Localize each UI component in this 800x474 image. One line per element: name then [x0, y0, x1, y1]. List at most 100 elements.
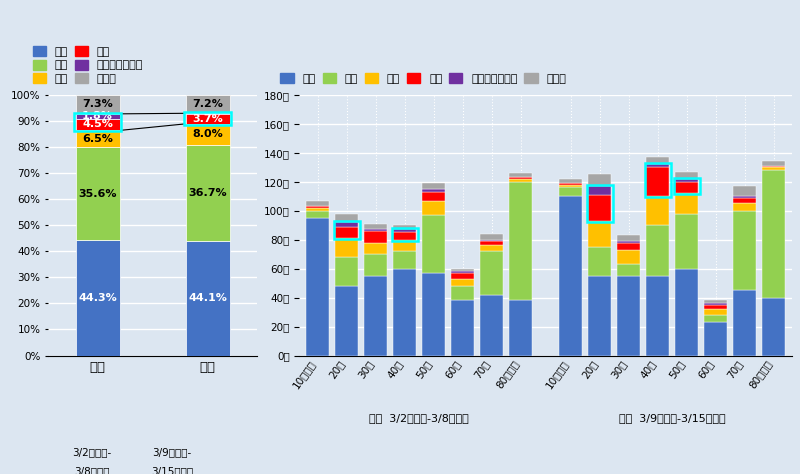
- Text: 前週  3/2（火）-3/8（月）: 前週 3/2（火）-3/8（月）: [370, 413, 469, 423]
- Bar: [734, 203, 756, 210]
- Text: 44.1%: 44.1%: [188, 293, 227, 303]
- Bar: [646, 167, 669, 196]
- Bar: [306, 208, 329, 210]
- Bar: [481, 251, 503, 295]
- Text: 3.7%: 3.7%: [192, 114, 223, 124]
- Text: 3/8（月）: 3/8（月）: [74, 466, 110, 474]
- Bar: [646, 164, 669, 167]
- Bar: [335, 238, 358, 257]
- Legend: 同居, 施設, 職場, 会食, 接待を伴う飲食, その他: 同居, 施設, 職場, 会食, 接待を伴う飲食, その他: [280, 73, 566, 84]
- Bar: [422, 273, 445, 356]
- Bar: [422, 192, 445, 201]
- Bar: [762, 162, 785, 166]
- Bar: [364, 254, 387, 276]
- Bar: [422, 183, 445, 189]
- Bar: [704, 303, 727, 305]
- Bar: [186, 114, 230, 124]
- Bar: [559, 196, 582, 356]
- Bar: [186, 145, 230, 240]
- Bar: [618, 250, 640, 264]
- Text: 35.6%: 35.6%: [78, 189, 117, 199]
- Bar: [510, 179, 532, 182]
- Bar: [335, 227, 358, 238]
- Bar: [588, 276, 611, 356]
- Text: 3/2（火）-: 3/2（火）-: [72, 447, 112, 457]
- Bar: [559, 184, 582, 188]
- Bar: [734, 290, 756, 356]
- Bar: [646, 225, 669, 276]
- Bar: [734, 210, 756, 290]
- Text: 44.3%: 44.3%: [78, 293, 117, 303]
- Bar: [675, 172, 698, 179]
- Bar: [618, 241, 640, 243]
- Text: 7.2%: 7.2%: [192, 99, 223, 109]
- Bar: [422, 189, 445, 192]
- Bar: [559, 179, 582, 183]
- Bar: [451, 301, 474, 356]
- Bar: [451, 279, 474, 286]
- Text: 今週  3/9（火）-3/15（月）: 今週 3/9（火）-3/15（月）: [619, 413, 726, 423]
- Bar: [306, 201, 329, 206]
- Bar: [75, 130, 120, 147]
- Bar: [510, 301, 532, 356]
- Bar: [75, 118, 120, 130]
- Bar: [75, 240, 120, 356]
- Bar: [186, 113, 230, 114]
- Bar: [364, 231, 387, 243]
- Bar: [762, 166, 785, 167]
- Bar: [481, 241, 503, 246]
- Bar: [704, 305, 727, 309]
- Bar: [364, 243, 387, 254]
- Bar: [618, 243, 640, 250]
- Text: 3/15（月）: 3/15（月）: [151, 466, 193, 474]
- Text: 7.3%: 7.3%: [82, 100, 113, 109]
- Bar: [588, 195, 611, 221]
- Bar: [75, 147, 120, 240]
- Bar: [451, 269, 474, 272]
- Bar: [451, 272, 474, 273]
- Bar: [510, 173, 532, 177]
- Bar: [675, 179, 698, 182]
- Text: 6.5%: 6.5%: [82, 134, 113, 144]
- Bar: [646, 157, 669, 164]
- Bar: [364, 229, 387, 231]
- Bar: [186, 240, 230, 356]
- Bar: [559, 188, 582, 196]
- Bar: [704, 309, 727, 315]
- Bar: [618, 235, 640, 241]
- Bar: [394, 225, 416, 229]
- Text: 36.7%: 36.7%: [189, 188, 227, 198]
- Text: 1.8%: 1.8%: [82, 111, 113, 121]
- Bar: [335, 286, 358, 356]
- Bar: [451, 273, 474, 279]
- Bar: [306, 206, 329, 208]
- Text: 4.5%: 4.5%: [82, 119, 113, 129]
- Bar: [510, 182, 532, 301]
- Bar: [704, 315, 727, 322]
- Bar: [618, 264, 640, 276]
- Bar: [675, 269, 698, 356]
- Bar: [364, 224, 387, 229]
- Bar: [510, 177, 532, 179]
- Bar: [559, 183, 582, 184]
- Text: 8.0%: 8.0%: [192, 129, 223, 139]
- Bar: [588, 247, 611, 276]
- Bar: [481, 234, 503, 240]
- Text: 3/9（火）-: 3/9（火）-: [152, 447, 192, 457]
- Bar: [588, 186, 611, 195]
- Bar: [675, 182, 698, 193]
- Bar: [734, 198, 756, 203]
- Bar: [75, 95, 120, 114]
- Bar: [762, 167, 785, 170]
- Bar: [394, 251, 416, 269]
- Bar: [306, 210, 329, 218]
- Bar: [704, 301, 727, 303]
- Bar: [734, 196, 756, 198]
- Bar: [588, 221, 611, 247]
- Legend: 同居, 施設, 職場, 会食, 接待を伴う飲食, その他: 同居, 施設, 職場, 会食, 接待を伴う飲食, その他: [33, 46, 143, 84]
- Bar: [675, 214, 698, 269]
- Bar: [394, 232, 416, 240]
- Bar: [306, 218, 329, 356]
- Bar: [422, 215, 445, 273]
- Bar: [335, 214, 358, 222]
